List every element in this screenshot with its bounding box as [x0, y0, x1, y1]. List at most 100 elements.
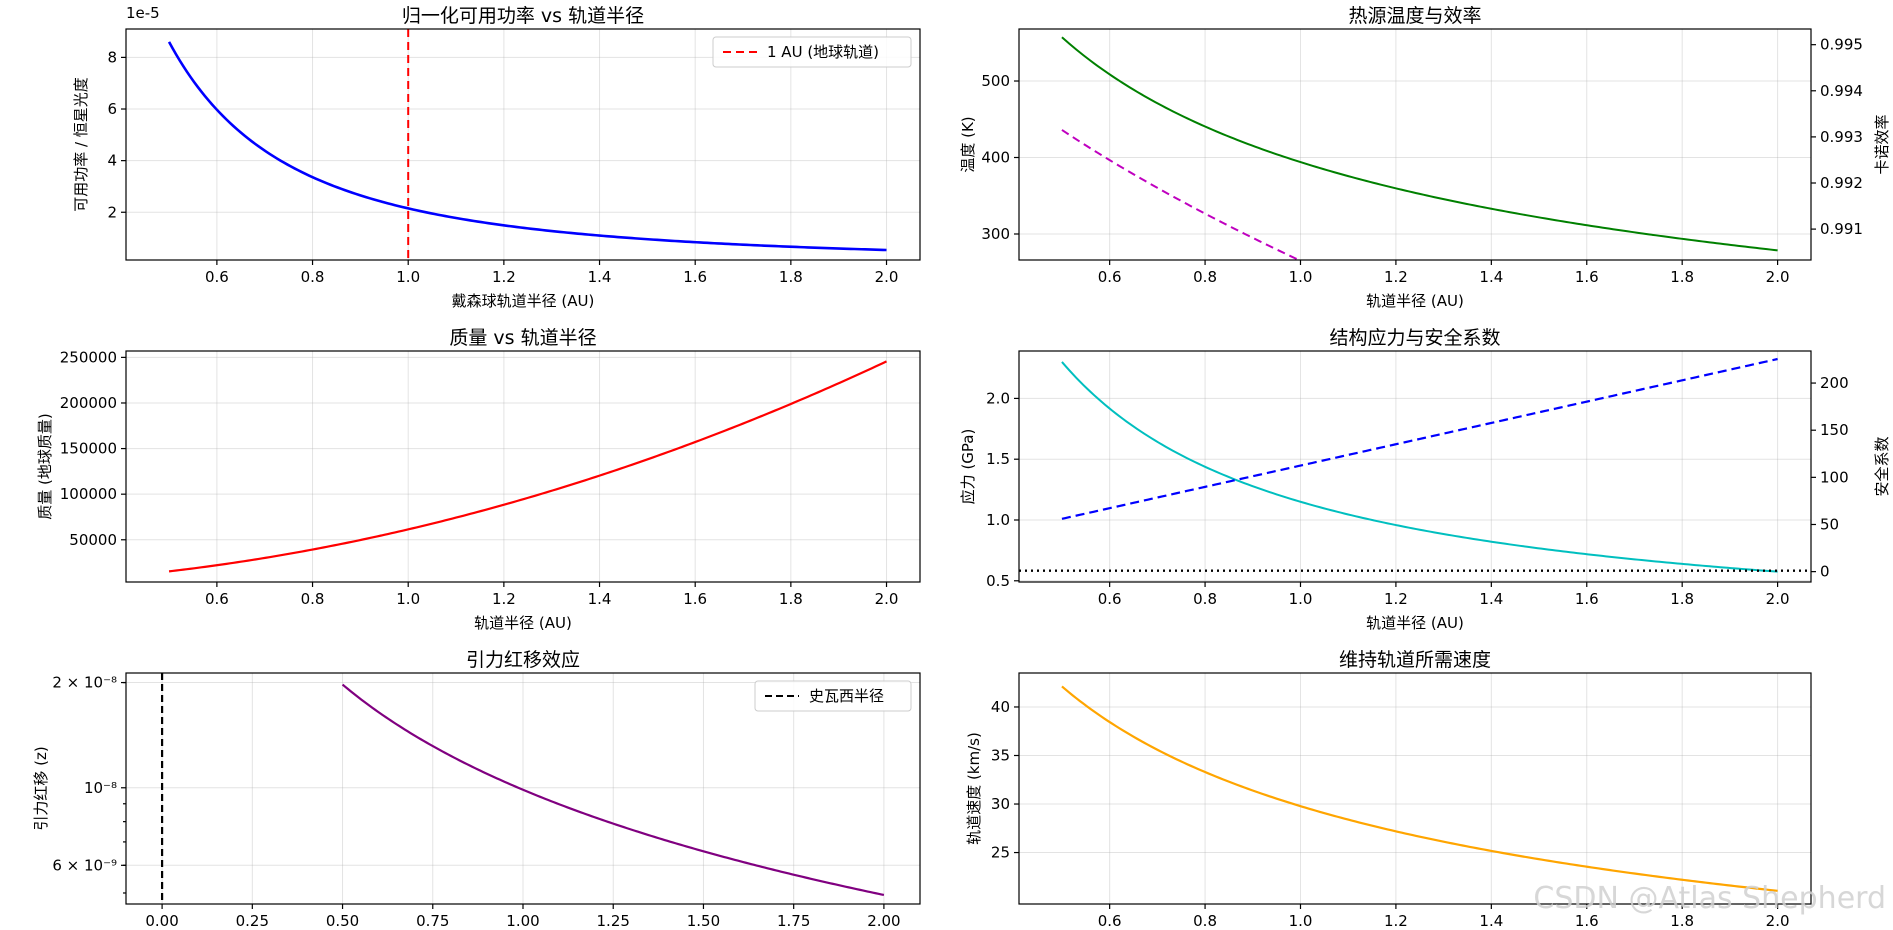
chart-p6: 0.6 0.8 1.0 1.2 1.4 1.6 1.8 2.0 25 30 35 40 维持轨道所需速度…: [965, 649, 1812, 930]
tick-label-y: 2 × 10⁻⁸: [52, 674, 117, 692]
tick-label-x: 1.25: [597, 912, 630, 930]
tick-label-x: 1.0: [396, 590, 420, 608]
tick-label-x: 2.00: [867, 912, 900, 930]
series-line-velocity: [1061, 685, 1778, 892]
chart-title: 归一化可用功率 vs 轨道半径: [402, 5, 644, 27]
axis-offset-label: 1e-5: [126, 4, 160, 22]
tick-label-y: 0.5: [986, 572, 1010, 590]
tick-label-x: 1.00: [506, 912, 539, 930]
tick-label-y: 2.0: [986, 389, 1010, 407]
axis-label-y: 温度 (K): [959, 116, 977, 172]
axis-label-y: 应力 (GPa): [959, 429, 977, 505]
tick-label-x: 1.6: [1575, 912, 1599, 930]
series-line-redshift: [341, 683, 885, 897]
tick-label-x: 1.0: [1289, 590, 1313, 608]
tick-label-x: 0.6: [205, 268, 229, 286]
tick-label-x: 0.6: [1098, 912, 1122, 930]
tick-label-x: 1.6: [1575, 268, 1599, 286]
legend: 史瓦西半径: [754, 680, 912, 712]
axes-frame: [1018, 672, 1812, 905]
chart-title: 引力红移效应: [466, 649, 580, 671]
axis-label-y: 轨道速度 (km/s): [965, 732, 983, 845]
chart-p4: 0.6 0.8 1.0 1.2 1.4 1.6 1.8 2.0 0.5 1.0 1.5 2.0 0 50 1…: [959, 327, 1891, 632]
tick-label-y: 2: [107, 203, 117, 221]
tick-label-x: 2.0: [1766, 268, 1790, 286]
axis-label-y: 可用功率 / 恒星光度: [72, 77, 90, 212]
legend-box: [712, 36, 912, 68]
tick-label-x: 2.0: [875, 590, 899, 608]
tick-label-y2: 0.992: [1820, 174, 1863, 192]
axis-label-y: 引力红移 (z): [32, 746, 50, 830]
tick-label-y: 4: [107, 152, 117, 170]
tick-label-y: 200000: [60, 394, 117, 412]
series-line-temperature: [1061, 36, 1778, 252]
tick-label-x: 1.4: [588, 590, 612, 608]
tick-label-x: 1.2: [1384, 268, 1408, 286]
tick-label-x: 2.0: [1766, 912, 1790, 930]
tick-label-y: 50000: [69, 531, 117, 549]
tick-label-y: 150000: [60, 440, 117, 458]
axis-label-y: 质量 (地球质量): [36, 413, 54, 519]
chart-p5: 0.00 0.25 0.50 0.75 1.00 1.25 1.50 1.75 2.00 6 × …: [32, 649, 921, 930]
chart-title: 结构应力与安全系数: [1329, 327, 1500, 349]
tick-label-x: 1.2: [492, 590, 516, 608]
tick-label-x: 1.2: [1384, 590, 1408, 608]
tick-label-x: 1.0: [396, 268, 420, 286]
tick-label-y2: 100: [1820, 468, 1849, 486]
tick-label-y: 400: [981, 149, 1010, 167]
tick-label-y: 250000: [60, 348, 117, 366]
tick-label-y2: 0.991: [1820, 220, 1863, 238]
axis-label-y2: 卡诺效率: [1873, 114, 1891, 174]
tick-label-y: 10⁻⁸: [84, 779, 117, 797]
tick-label-x: 0.6: [1098, 590, 1122, 608]
tick-label-y: 1.0: [986, 511, 1010, 529]
plot-area: [160, 673, 885, 904]
tick-label-x: 1.0: [1289, 912, 1313, 930]
tick-label-x: 1.4: [588, 268, 612, 286]
axes-frame: [1018, 28, 1812, 261]
tick-label-y2: 0.995: [1820, 36, 1863, 54]
series-line-power: [167, 41, 887, 252]
tick-label-x: 1.4: [1479, 590, 1503, 608]
tick-label-x: 1.8: [1670, 912, 1694, 930]
plot-area: [167, 29, 887, 260]
tick-label-y2: 50: [1820, 515, 1839, 533]
chart-p3: 0.6 0.8 1.0 1.2 1.4 1.6 1.8 2.0 50000 100000 15000…: [36, 327, 921, 632]
plot-area: [1061, 685, 1778, 892]
chart-p1: 0.6 0.8 1.0 1.2 1.4 1.6 1.8 2.0 2 4 6 8 归一化可用功率 vs 轨…: [72, 4, 921, 310]
tick-label-x: 0.8: [301, 268, 325, 286]
tick-label-y: 35: [991, 747, 1010, 765]
series-line-mass: [168, 360, 887, 573]
tick-label-x: 1.0: [1289, 268, 1313, 286]
plot-area: [1061, 36, 1778, 260]
watermark: CSDN @Atlas Shepherd: [1533, 881, 1886, 916]
chart-title: 热源温度与效率: [1348, 5, 1481, 27]
tick-label-y2: 0.993: [1820, 128, 1863, 146]
tick-label-y2: 0.994: [1820, 82, 1863, 100]
chart-title: 质量 vs 轨道半径: [449, 327, 596, 349]
plot-area: [168, 360, 887, 573]
chart-title: 维持轨道所需速度: [1339, 649, 1491, 671]
tick-label-y: 30: [991, 795, 1010, 813]
plot-area: [1019, 357, 1811, 573]
tick-label-y: 6 × 10⁻⁹: [52, 856, 117, 874]
tick-label-x: 1.6: [683, 590, 707, 608]
axes-frame: [125, 28, 921, 261]
tick-label-x: 1.50: [687, 912, 720, 930]
tick-label-x: 0.75: [416, 912, 449, 930]
tick-label-x: 0.8: [1193, 268, 1217, 286]
series-line-safety: [1061, 357, 1778, 520]
tick-label-x: 1.75: [777, 912, 810, 930]
tick-label-y2: 0: [1820, 563, 1830, 581]
tick-label-x: 0.00: [145, 912, 178, 930]
tick-label-x: 1.4: [1479, 912, 1503, 930]
tick-label-y: 300: [981, 225, 1010, 243]
legend-box: [754, 680, 912, 712]
tick-label-x: 1.6: [683, 268, 707, 286]
tick-label-x: 1.8: [1670, 268, 1694, 286]
axis-label-x: 轨道半径 (AU): [1366, 292, 1464, 310]
tick-label-x: 0.25: [236, 912, 269, 930]
tick-label-x: 2.0: [875, 268, 899, 286]
axes-frame: [125, 350, 921, 583]
